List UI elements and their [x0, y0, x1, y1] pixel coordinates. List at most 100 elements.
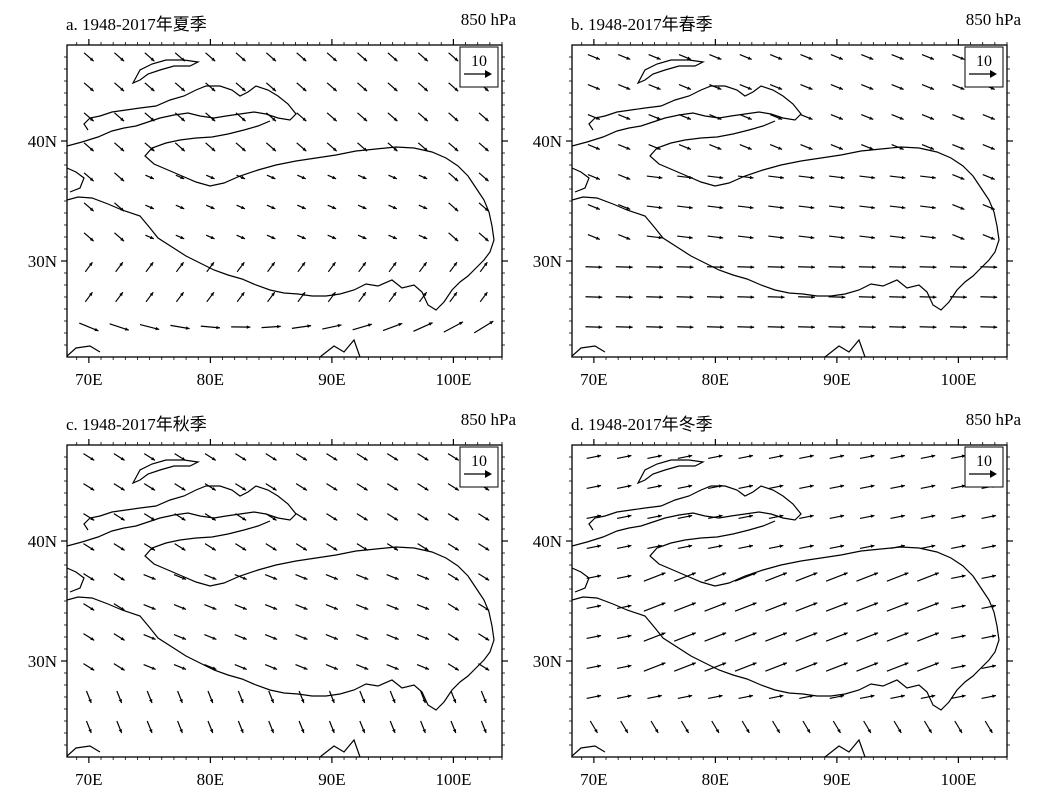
- wind-vector: [951, 544, 966, 550]
- wind-vector: [417, 112, 429, 122]
- wind-vector: [449, 291, 458, 303]
- wind-vector: [856, 662, 879, 672]
- wind-vector: [951, 634, 966, 640]
- wind-vector: [388, 234, 398, 240]
- wind-vector: [798, 265, 815, 269]
- wind-vector: [828, 295, 846, 299]
- wind-vector: [889, 295, 907, 299]
- wind-vector: [769, 114, 783, 120]
- wind-vector: [800, 84, 813, 90]
- wind-vector: [981, 634, 997, 640]
- wind-vector: [417, 543, 429, 551]
- wind-vector: [982, 234, 995, 240]
- wind-vector: [480, 690, 487, 704]
- wind-vector: [357, 204, 367, 210]
- wind-vector: [480, 720, 487, 734]
- wind-vector: [616, 694, 632, 700]
- wind-vector: [295, 543, 308, 551]
- wind-vector: [650, 720, 659, 734]
- wind-vector: [265, 453, 277, 461]
- wind-vector: [795, 572, 818, 582]
- wind-vector: [829, 514, 845, 520]
- basin-outline: [572, 485, 802, 547]
- wind-vector: [828, 265, 846, 269]
- wind-vector: [706, 265, 724, 269]
- wind-vector: [767, 295, 785, 299]
- wind-vector: [234, 574, 247, 580]
- wind-vector: [204, 574, 217, 580]
- wind-vector: [952, 54, 965, 60]
- x-tick-label: 100E: [940, 370, 976, 389]
- wind-vector: [954, 720, 963, 734]
- wind-vector: [357, 234, 367, 240]
- wind-vector: [326, 142, 338, 152]
- wind-vector: [830, 84, 844, 90]
- wind-vector: [473, 320, 494, 334]
- wind-vector: [643, 602, 666, 612]
- wind-vector: [356, 574, 369, 580]
- wind-vector: [618, 174, 631, 180]
- wind-vector: [738, 484, 754, 490]
- wind-vector: [920, 235, 936, 240]
- wind-vector: [416, 634, 430, 640]
- wind-vector: [647, 454, 662, 460]
- wind-vector: [173, 574, 187, 580]
- lake-outline: [131, 59, 200, 85]
- wind-vector: [889, 205, 906, 210]
- wind-vector: [678, 114, 692, 120]
- wind-vector: [418, 204, 428, 210]
- wind-vector: [265, 543, 277, 551]
- wind-vector: [861, 144, 874, 150]
- wind-vector: [861, 84, 874, 90]
- wind-vector: [616, 634, 632, 640]
- wind-vector: [357, 112, 368, 122]
- wind-vector: [83, 112, 95, 122]
- reference-arrowhead: [485, 70, 492, 78]
- wind-vector: [115, 291, 124, 303]
- wind-vector: [981, 664, 997, 670]
- wind-vector: [175, 234, 185, 240]
- pressure-level-label: 850 hPa: [460, 10, 516, 29]
- wind-vector: [982, 174, 995, 180]
- panel-title: d. 1948-2017年冬季: [571, 415, 713, 434]
- wind-vector: [418, 261, 428, 273]
- wind-vector: [830, 114, 844, 120]
- wind-vector: [919, 295, 937, 299]
- wind-vector: [829, 544, 845, 550]
- wind-vector: [738, 454, 754, 460]
- plateau-outline: [572, 520, 1000, 711]
- wind-vector: [886, 662, 909, 672]
- wind-vector: [798, 205, 815, 210]
- wind-vector-map: 70E 80E 90E 100E 40N 30N 10: [28, 439, 508, 789]
- wind-vector: [387, 82, 398, 92]
- wind-vector: [145, 174, 155, 180]
- wind-vector: [418, 291, 428, 303]
- coast-outline: [824, 338, 866, 357]
- wind-vector: [709, 54, 722, 60]
- wind-vector: [418, 234, 428, 240]
- wind-vector: [113, 483, 125, 491]
- wind-vector: [113, 453, 125, 461]
- wind-vector: [448, 82, 459, 92]
- wind-vector: [734, 662, 757, 672]
- wind-vector: [708, 694, 723, 700]
- wind-vectors: [79, 52, 494, 334]
- wind-vector: [741, 720, 750, 734]
- wind-vector: [174, 543, 186, 551]
- wind-vector: [326, 483, 338, 491]
- map-frame: [66, 44, 503, 358]
- coast-outline: [572, 167, 590, 193]
- wind-vector: [765, 572, 788, 582]
- wind-vector: [859, 544, 875, 550]
- y-tick-label: 40N: [533, 532, 562, 551]
- x-tick-label: 80E: [197, 770, 224, 789]
- wind-vector: [772, 720, 781, 734]
- wind-vector: [711, 720, 720, 734]
- wind-vector: [145, 204, 155, 210]
- wind-vector: [443, 321, 464, 333]
- wind-vector-map: 70E 80E 90E 100E 40N 30N 10: [533, 439, 1013, 789]
- wind-vector: [858, 265, 876, 269]
- wind-vector: [113, 543, 125, 551]
- wind-vector: [356, 453, 368, 461]
- wind-vector: [799, 484, 814, 490]
